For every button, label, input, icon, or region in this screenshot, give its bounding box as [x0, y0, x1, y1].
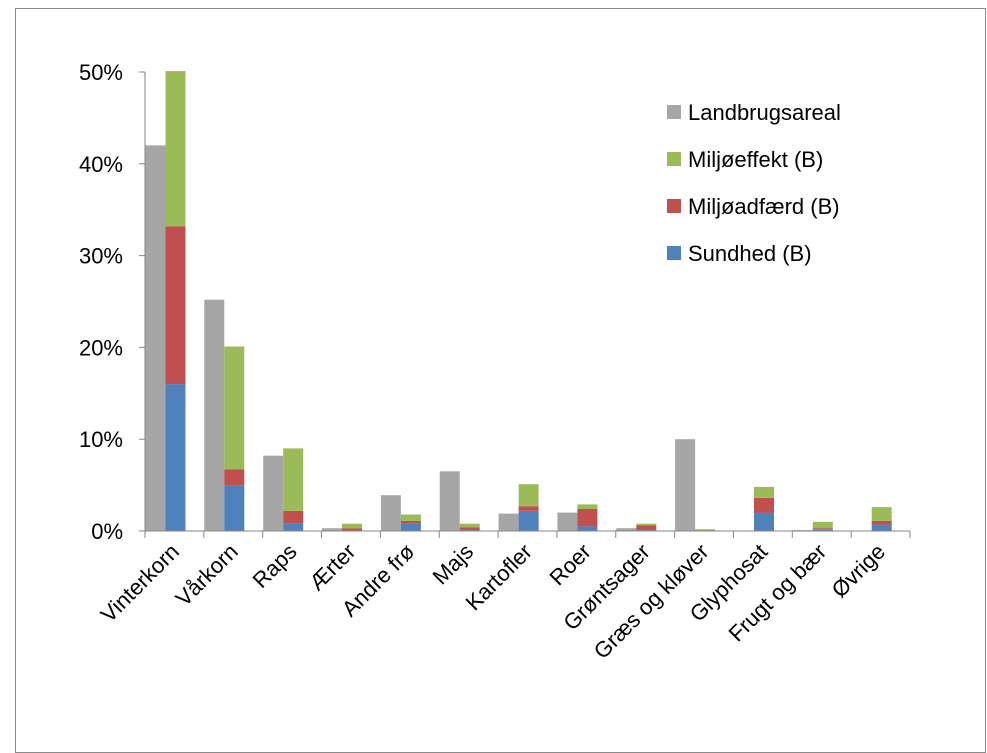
- bar-milj-effekt-b-gr-ntsager: [636, 523, 657, 526]
- legend-label-milj-effekt-b: Miljøeffekt (B): [688, 147, 823, 172]
- x-tick-label: Kartofler: [461, 539, 537, 615]
- bar-milj-adf-rd-b-kartofler: [518, 506, 539, 511]
- bar-sundhed-b-frugt-og-b-r: [812, 529, 833, 531]
- x-tick-label: Ærter: [304, 539, 361, 596]
- bar-milj-effekt-b-gr-s-og-kl-ver: [695, 529, 716, 531]
- legend-swatch-milj-effekt-b: [667, 152, 681, 166]
- x-tick-label: Majs: [428, 539, 479, 590]
- legend-swatch-milj-adf-rd-b: [667, 199, 681, 213]
- bar-sundhed-b-glyphosat: [754, 512, 774, 531]
- bar-milj-adf-rd-b-glyphosat: [754, 498, 774, 513]
- legend-swatch-landbrugsareal: [667, 105, 681, 119]
- bar-milj-adf-rd-b-vrige: [871, 520, 892, 525]
- bar-landbrugsareal-gr-ntsager: [616, 528, 637, 531]
- y-tick-label: 0%: [91, 519, 123, 544]
- bar-landbrugsareal-andre-fr: [380, 495, 401, 531]
- legend-swatch-sundhed-b: [667, 246, 681, 260]
- bar-milj-adf-rd-b-roer: [577, 509, 598, 527]
- bar-milj-effekt-b-glyphosat: [754, 486, 774, 498]
- bar-landbrugsareal-raps: [263, 455, 284, 531]
- bar-milj-effekt-b-vrige: [871, 507, 892, 521]
- bar-milj-effekt-b-va-rkorn: [224, 346, 245, 470]
- y-tick-label: 10%: [79, 427, 123, 452]
- bar-sundhed-b-roer: [577, 526, 598, 531]
- bar-landbrugsareal-rter: [322, 528, 342, 531]
- bar-milj-effekt-b-roer: [577, 504, 598, 509]
- bar-milj-adf-rd-b-gr-ntsager: [636, 525, 657, 531]
- y-tick-label: 50%: [79, 60, 123, 85]
- bar-milj-effekt-b-frugt-og-b-r: [812, 521, 833, 529]
- bar-milj-adf-rd-b-va-rkorn: [224, 469, 245, 486]
- bar-milj-adf-rd-b-raps: [283, 510, 304, 524]
- x-tick-label: Vinterkorn: [96, 539, 184, 627]
- bar-milj-adf-rd-b-vinterkorn: [165, 226, 186, 385]
- x-tick-label: Raps: [248, 539, 302, 593]
- bar-milj-effekt-b-vinterkorn: [165, 71, 186, 227]
- bar-landbrugsareal-roer: [557, 512, 578, 531]
- bar-milj-adf-rd-b-majs: [459, 527, 480, 531]
- y-tick-label: 40%: [79, 152, 123, 177]
- bar-milj-effekt-b-raps: [283, 448, 304, 511]
- bar-landbrugsareal-va-rkorn: [204, 299, 225, 531]
- bar-landbrugsareal-kartofler: [498, 513, 519, 531]
- bar-sundhed-b-vrige: [871, 524, 892, 531]
- legend-label-sundhed-b: Sundhed (B): [688, 241, 812, 266]
- legend-label-milj-adf-rd-b: Miljøadfærd (B): [688, 194, 840, 219]
- bar-sundhed-b-vinterkorn: [165, 384, 186, 531]
- bar-milj-adf-rd-b-frugt-og-b-r: [812, 528, 833, 530]
- bar-sundhed-b-andre-fr: [400, 523, 421, 531]
- bar-landbrugsareal-vinterkorn: [145, 145, 166, 531]
- bar-landbrugsareal-gr-s-og-kl-ver: [675, 439, 696, 531]
- bar-milj-adf-rd-b-rter: [342, 528, 362, 531]
- y-tick-label: 20%: [79, 335, 123, 360]
- y-tick-label: 30%: [79, 244, 123, 269]
- x-tick-label: Vårkorn: [171, 539, 243, 611]
- bar-milj-effekt-b-majs: [459, 523, 480, 528]
- bar-milj-effekt-b-kartofler: [518, 484, 539, 507]
- bar-landbrugsareal-majs: [439, 471, 460, 531]
- bar-sundhed-b-raps: [283, 523, 304, 531]
- bar-sundhed-b-va-rkorn: [224, 485, 245, 531]
- bar-milj-adf-rd-b-andre-fr: [400, 520, 421, 524]
- legend-label-landbrugsareal: Landbrugsareal: [688, 100, 841, 125]
- bar-milj-effekt-b-rter: [342, 523, 362, 529]
- x-tick-label: Øvrige: [827, 539, 890, 602]
- bar-milj-effekt-b-andre-fr: [400, 514, 421, 521]
- x-tick-label: Roer: [544, 539, 595, 590]
- bar-sundhed-b-kartofler: [518, 510, 539, 531]
